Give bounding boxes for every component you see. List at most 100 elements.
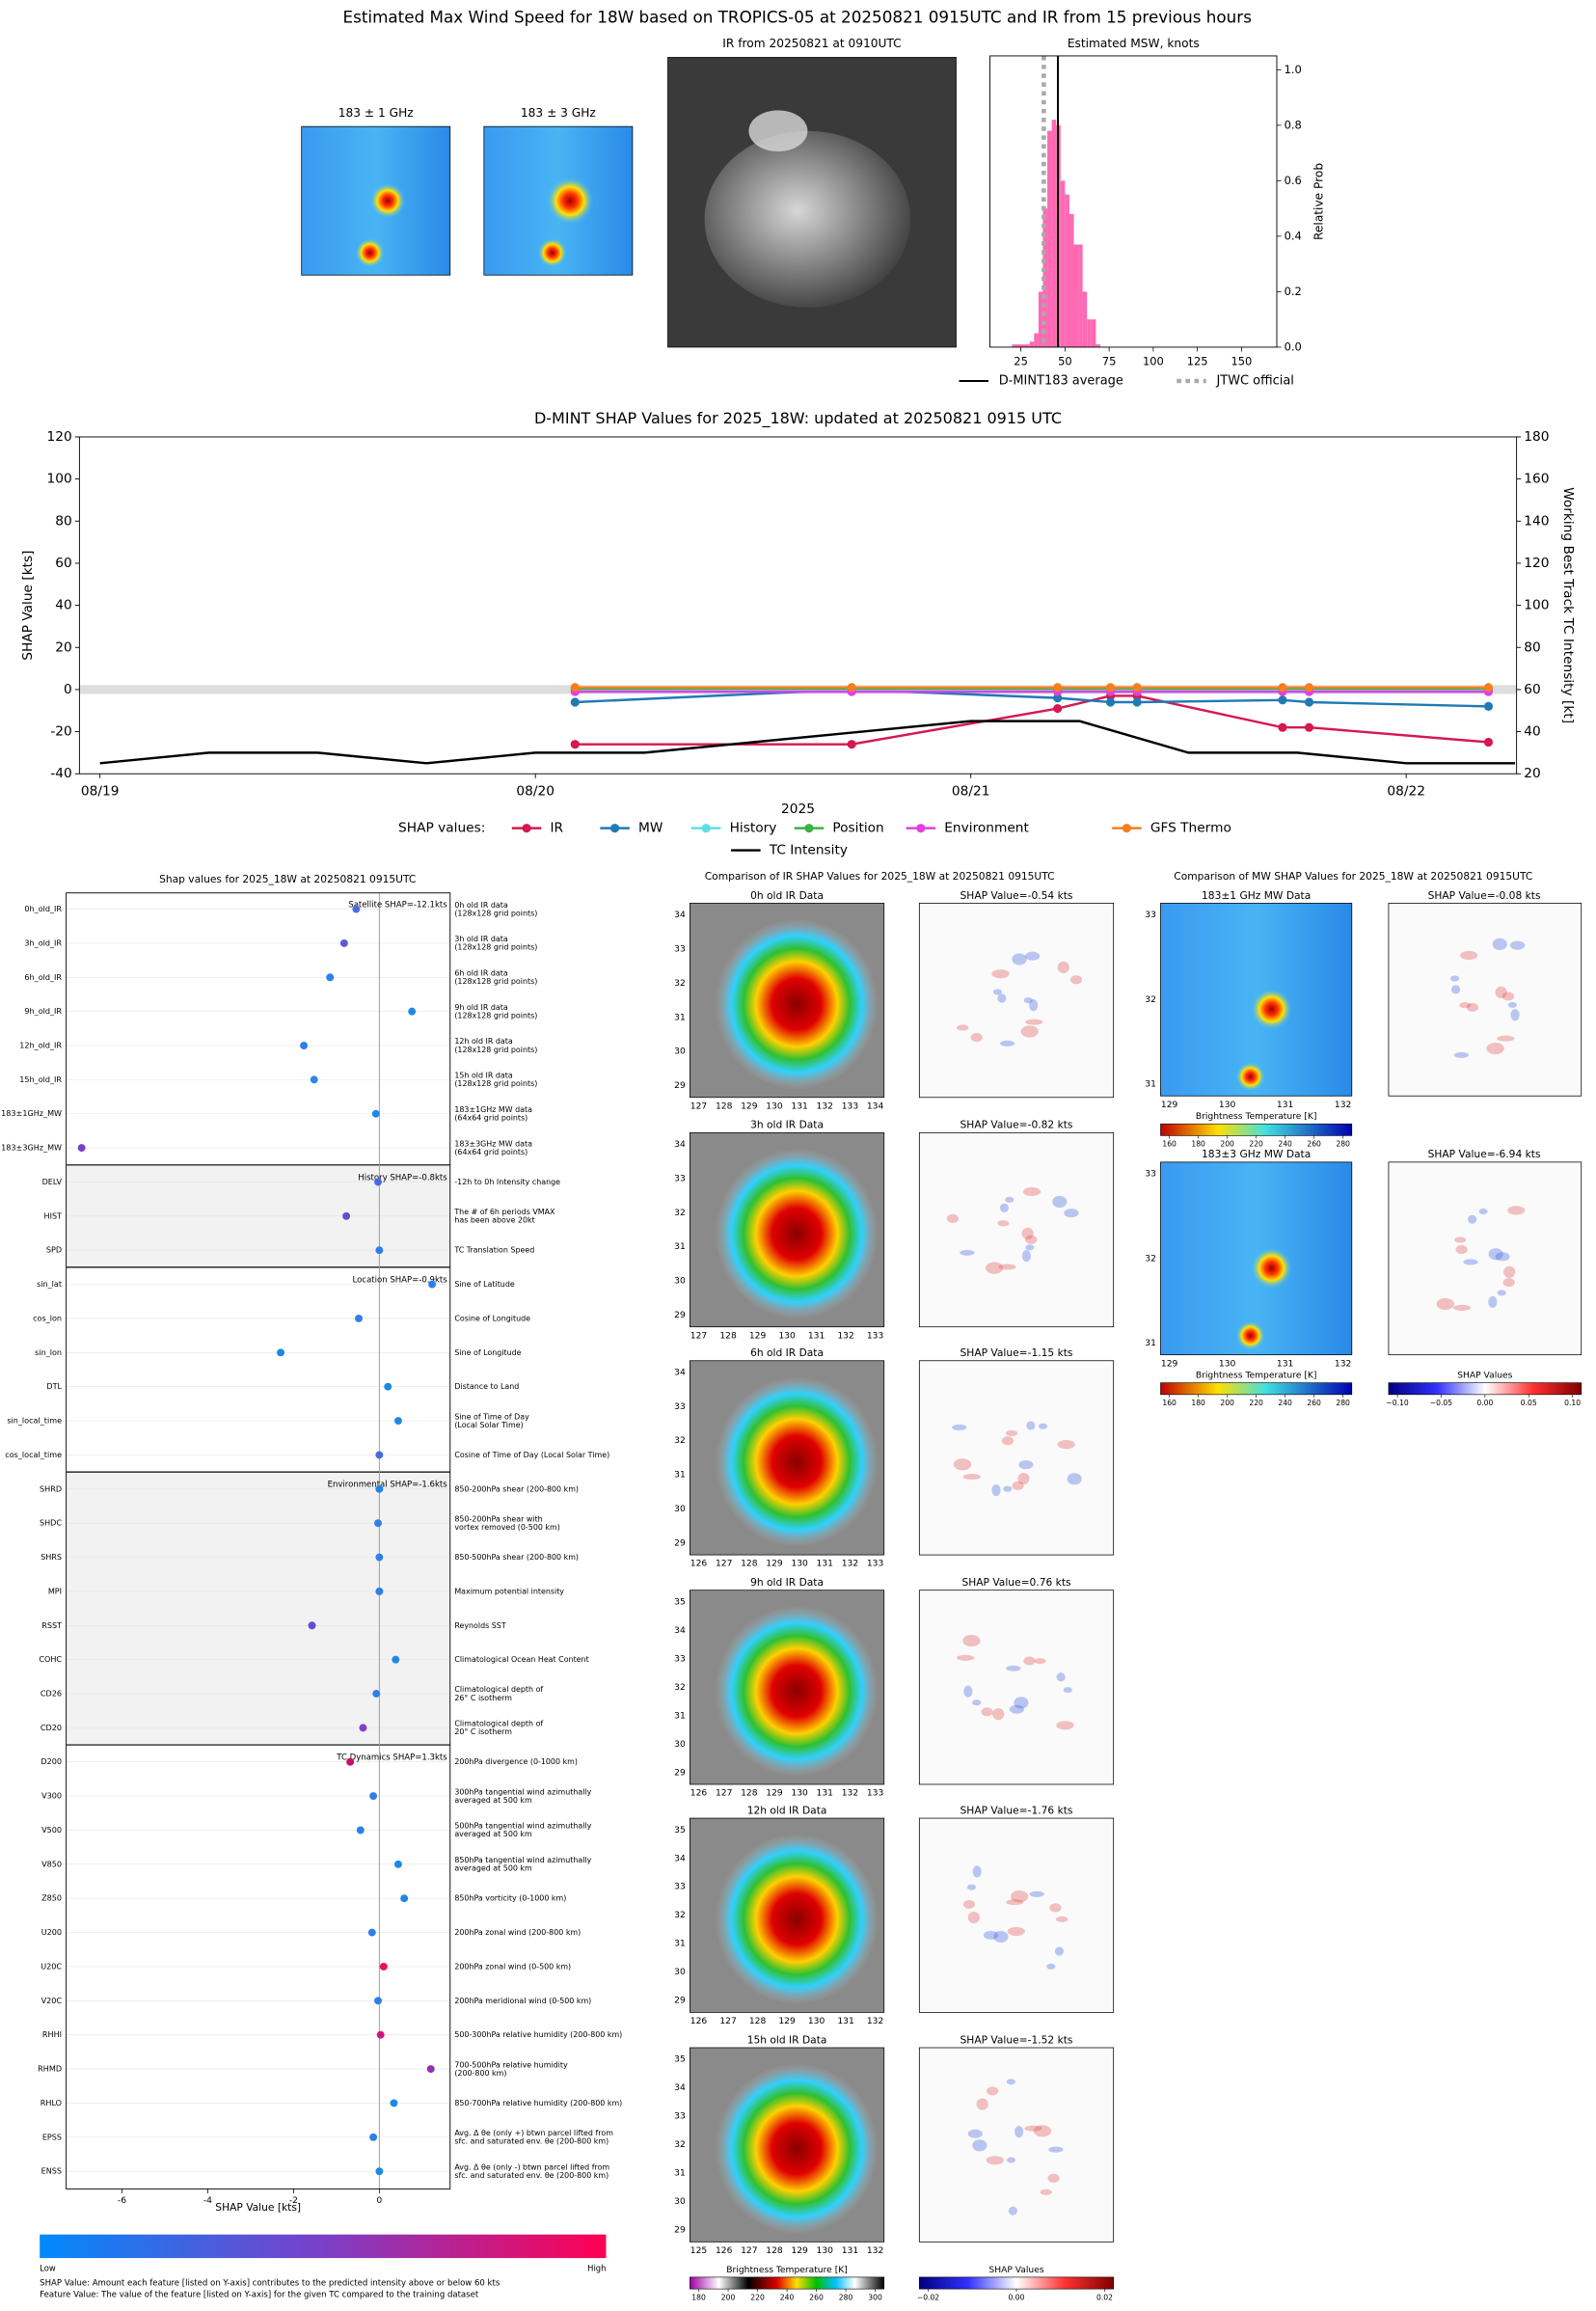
mw-spot [369, 182, 406, 219]
x-tick-label: 25 [1014, 355, 1028, 368]
lat-tick-label: 30 [674, 2197, 686, 2207]
ir-cloud [715, 918, 879, 1090]
group-label: Environmental SHAP=-1.6kts [328, 1481, 448, 1490]
feature-label: HIST [44, 1210, 63, 1220]
colorbar [1388, 1382, 1582, 1396]
feature-label: EPSS [42, 2132, 62, 2141]
feature-label: SHRS [41, 1552, 62, 1562]
lon-tick-label: 130 [791, 1560, 808, 1569]
shap-point [367, 1928, 376, 1937]
feature-label: sin_lat [37, 1279, 62, 1289]
ir-cloud [715, 2063, 879, 2235]
shap-blob [1018, 1460, 1034, 1470]
lat-tick-label: 31 [1145, 1339, 1156, 1348]
shap-blob [1503, 1265, 1516, 1278]
x-axis-label: SHAP Value [kts] [215, 2201, 301, 2214]
x-tick-label: 75 [1102, 355, 1117, 368]
feature-label: CD20 [41, 1723, 62, 1732]
y-tick-label: 40 [55, 598, 71, 613]
hist-bar [1020, 344, 1026, 347]
shap-blob [1006, 1665, 1021, 1672]
shap-point [339, 938, 348, 947]
shap-blob [1450, 985, 1461, 994]
lon-tick-label: 130 [1219, 1101, 1236, 1110]
hist-bar [1060, 180, 1066, 347]
series-point [570, 697, 580, 707]
colorbar-tick-label: 200 [721, 2293, 736, 2301]
shap-blob [1497, 1035, 1515, 1042]
shap-blob [1056, 1721, 1074, 1730]
hist-bar [1073, 244, 1079, 347]
image-title: 12h old IR Data [747, 1804, 827, 1816]
feature-description: (128x128 grid points) [454, 909, 537, 917]
shap-point [277, 1348, 285, 1357]
series-point [570, 740, 580, 749]
feature-description: 300hPa tangential wind azimuthally [454, 1787, 591, 1796]
series-point [1278, 695, 1287, 705]
colorbar-title: Brightness Temperature [K] [726, 2266, 848, 2275]
x-tick-label: -6 [118, 2196, 126, 2206]
y2-tick-label: 160 [1524, 472, 1549, 487]
colorbar-tick-label: 240 [1278, 1399, 1292, 1407]
lat-tick-label: 30 [674, 1968, 686, 1977]
colorbar-title: SHAP Values [988, 2266, 1043, 2275]
ir-cloud [715, 1834, 879, 2005]
shap-blob [1021, 1249, 1031, 1263]
lat-tick-label: 33 [674, 2112, 686, 2122]
lat-tick-label: 29 [674, 1538, 686, 1548]
feature-label: 6h_old_IR [24, 972, 62, 982]
lat-tick-label: 34 [674, 2083, 686, 2093]
lon-tick-label: 131 [791, 1101, 807, 1111]
feature-label: 183±1GHz_MW [1, 1108, 62, 1118]
lat-tick-label: 30 [674, 1505, 686, 1514]
shap-blob [1026, 1421, 1036, 1430]
y-tick-label: 0.8 [1285, 118, 1302, 131]
shap-blob [953, 1458, 972, 1471]
lat-tick-label: 32 [674, 1209, 686, 1218]
feature-label: RSST [41, 1620, 62, 1630]
lon-tick-label: 132 [1335, 1101, 1351, 1110]
shap-blob [986, 2156, 1004, 2165]
feature-description: Avg. Δ θe (only -) btwn parcel lifted fr… [454, 2162, 609, 2171]
image-title: SHAP Value=-0.82 kts [960, 1119, 1073, 1131]
colorbar-tick-label: −0.10 [1386, 1399, 1408, 1407]
shap-point [77, 1144, 86, 1153]
shap-blob [1056, 1672, 1066, 1682]
lat-tick-label: 33 [674, 1402, 686, 1412]
image-title: SHAP Value=0.76 kts [961, 1576, 1071, 1589]
feature-label: 0h_old_IR [24, 904, 62, 913]
lon-tick-label: 131 [808, 1331, 825, 1341]
shap-point [375, 1587, 384, 1595]
feature-description: 12h old IR data [454, 1037, 513, 1046]
colorbar-title: Brightness Temperature [K] [1196, 1112, 1317, 1122]
lat-tick-label: 31 [1145, 1080, 1156, 1090]
shap-blob [1024, 2125, 1042, 2132]
shap-blob [1488, 1248, 1503, 1261]
lon-tick-label: 126 [716, 2246, 733, 2256]
group-label: Location SHAP=-0.9kts [353, 1276, 448, 1286]
colorbar-tick-label: 220 [1249, 1140, 1263, 1149]
shap-image [918, 1360, 1115, 1556]
y-tick-label: 100 [47, 472, 72, 487]
hist-bar [1091, 319, 1096, 347]
x-tick-label: 100 [1143, 355, 1164, 368]
shap-point [369, 1792, 378, 1801]
image-title: 6h old IR Data [750, 1346, 824, 1359]
image-title: SHAP Value=-0.54 kts [960, 889, 1073, 902]
feature-description: sfc. and saturated env. θe (200-800 km) [454, 2171, 609, 2180]
shap-blob [1038, 1423, 1048, 1429]
feature-description: 3h old IR data [454, 935, 508, 943]
shap-blob [1463, 1259, 1478, 1265]
shap-blob [985, 1262, 1004, 1274]
shap-blob [1017, 1472, 1030, 1485]
hist-bar [1096, 344, 1100, 347]
shap-blob [1495, 1252, 1510, 1262]
feature-label: DTL [46, 1381, 62, 1391]
y-tick-label: -40 [50, 766, 71, 781]
lat-tick-label: 32 [674, 1911, 686, 1920]
image-title: 183 ± 3 GHz [521, 106, 596, 120]
shap-blob [1492, 938, 1507, 950]
colorbar-tick-label: 0.00 [1009, 2293, 1025, 2301]
colorbar-tick-label: 220 [1249, 1399, 1263, 1407]
shap-blob [1001, 1436, 1014, 1446]
